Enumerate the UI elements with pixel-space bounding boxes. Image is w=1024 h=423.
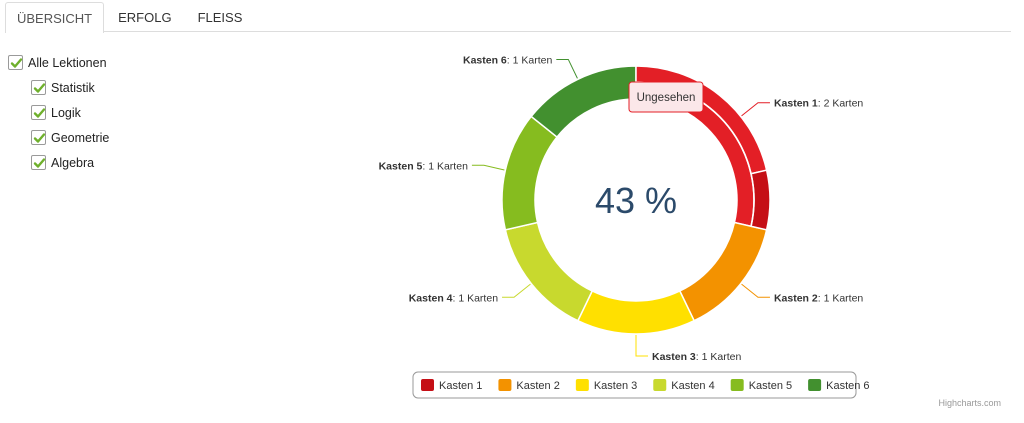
legend-box bbox=[412, 371, 857, 399]
slice-kasten-6[interactable] bbox=[530, 65, 637, 139]
legend-item-kasten-3[interactable]: Kasten 3 bbox=[575, 379, 637, 392]
data-label-kasten-2: Kasten 2: 1 Karten bbox=[774, 292, 863, 304]
tree-item-geometrie[interactable]: Geometrie bbox=[31, 125, 109, 150]
legend-item-kasten-5[interactable]: Kasten 5 bbox=[730, 379, 792, 392]
slice-kasten-2[interactable] bbox=[678, 221, 768, 322]
connector-kasten-6 bbox=[556, 58, 578, 79]
tree-item-label: Logik bbox=[51, 105, 81, 120]
legend-item-kasten-2[interactable]: Kasten 2 bbox=[498, 379, 560, 392]
connector-kasten-2 bbox=[741, 283, 770, 298]
data-label-kasten-1: Kasten 1: 2 Karten bbox=[774, 98, 863, 110]
slice-kasten-3[interactable] bbox=[576, 289, 696, 335]
data-label-kasten-5: Kasten 5: 1 Karten bbox=[379, 160, 468, 172]
data-label-kasten-6: Kasten 6: 1 Karten bbox=[463, 54, 552, 66]
tab-uebersicht[interactable]: ÜBERSICHT bbox=[5, 2, 105, 33]
tooltip: Ungesehen bbox=[628, 81, 704, 113]
donut-chart-container: Kasten 1: 2 Karten Kasten 2: 1 Karten Kast… bbox=[340, 36, 1020, 416]
center-percentage: 43 % bbox=[595, 180, 677, 221]
tab-erfolg[interactable]: ERFOLG bbox=[118, 10, 172, 25]
legend-label: Kasten 6 bbox=[826, 380, 869, 392]
checkbox-alle-lektionen[interactable] bbox=[8, 55, 23, 70]
legend-item-kasten-4[interactable]: Kasten 4 bbox=[653, 379, 715, 392]
legend-swatch bbox=[421, 379, 434, 391]
tooltip-box bbox=[628, 81, 704, 113]
legend-swatch bbox=[575, 379, 589, 391]
tree-item-logik[interactable]: Logik bbox=[31, 100, 109, 125]
checkbox-logik[interactable] bbox=[31, 105, 46, 120]
legend-label: Kasten 4 bbox=[671, 380, 714, 392]
legend: Kasten 1 Kasten 2 Kasten 3 Kasten 4 Kasten 5… bbox=[412, 371, 870, 399]
checkbox-statistik[interactable] bbox=[31, 80, 46, 95]
connector-kasten-5 bbox=[471, 164, 505, 171]
legend-swatch bbox=[498, 379, 512, 391]
tree-item-label: Algebra bbox=[51, 155, 95, 170]
checkbox-algebra[interactable] bbox=[31, 155, 46, 170]
legend-label: Kasten 3 bbox=[594, 380, 637, 392]
legend-swatch bbox=[808, 379, 822, 391]
labels-group: Kasten 1: 2 Karten Kasten 2: 1 Karten Kast… bbox=[379, 54, 864, 363]
legend-label: Kasten 5 bbox=[749, 380, 792, 392]
connector-kasten-1 bbox=[741, 102, 770, 117]
legend-item-kasten-6[interactable]: Kasten 6 bbox=[808, 379, 870, 392]
tooltip-text: Ungesehen bbox=[637, 92, 696, 104]
tree-item-label: Geometrie bbox=[51, 130, 110, 145]
connector-kasten-3 bbox=[635, 335, 648, 357]
legend-label: Kasten 1 bbox=[439, 380, 482, 392]
tree-item-statistik[interactable]: Statistik bbox=[31, 75, 109, 100]
connector-kasten-4 bbox=[502, 283, 531, 298]
tree-item-label: Statistik bbox=[51, 80, 95, 95]
slice-kasten-4[interactable] bbox=[504, 221, 594, 322]
legend-item-kasten-1[interactable]: Kasten 1 bbox=[421, 379, 482, 392]
tab-bar: ÜBERSICHT ERFOLG FLEISS bbox=[5, 2, 1011, 33]
credits-link[interactable]: Highcharts.com bbox=[938, 398, 1001, 408]
checkbox-geometrie[interactable] bbox=[31, 130, 46, 145]
lesson-tree: Alle Lektionen Statistik Logik Geometrie… bbox=[8, 50, 109, 175]
slice-kasten-5[interactable] bbox=[501, 115, 559, 231]
tab-fleiss[interactable]: FLEISS bbox=[197, 10, 243, 25]
tree-item-label: Alle Lektionen bbox=[28, 55, 107, 70]
legend-label: Kasten 2 bbox=[516, 380, 559, 392]
donut-chart: Kasten 1: 2 Karten Kasten 2: 1 Karten Kast… bbox=[379, 54, 870, 399]
tree-item-algebra[interactable]: Algebra bbox=[31, 150, 109, 175]
tree-item-alle-lektionen[interactable]: Alle Lektionen bbox=[8, 50, 109, 75]
data-label-kasten-4: Kasten 4: 1 Karten bbox=[409, 292, 498, 304]
data-label-kasten-3: Kasten 3: 1 Karten bbox=[652, 351, 741, 363]
legend-swatch bbox=[730, 379, 744, 391]
legend-swatch bbox=[653, 379, 667, 391]
